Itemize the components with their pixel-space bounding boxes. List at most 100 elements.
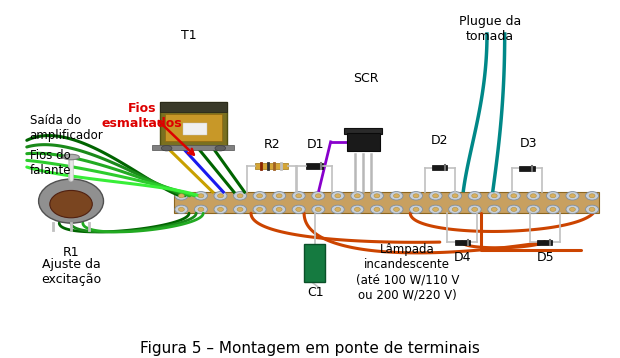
- Text: D1: D1: [307, 139, 325, 151]
- Text: Plugue da
tomada: Plugue da tomada: [459, 15, 521, 43]
- Ellipse shape: [472, 194, 477, 198]
- Ellipse shape: [195, 192, 208, 200]
- Bar: [454, 240, 470, 245]
- Ellipse shape: [374, 194, 380, 198]
- Ellipse shape: [253, 192, 266, 200]
- Ellipse shape: [355, 207, 360, 211]
- Ellipse shape: [355, 194, 360, 198]
- Ellipse shape: [214, 205, 227, 214]
- Ellipse shape: [312, 192, 325, 200]
- Ellipse shape: [50, 190, 92, 218]
- Ellipse shape: [276, 194, 282, 198]
- Bar: [304, 243, 326, 282]
- Ellipse shape: [316, 194, 321, 198]
- Ellipse shape: [452, 194, 458, 198]
- Ellipse shape: [491, 194, 497, 198]
- Ellipse shape: [433, 194, 438, 198]
- Ellipse shape: [370, 205, 383, 214]
- Ellipse shape: [273, 205, 286, 214]
- Bar: [255, 163, 288, 169]
- Ellipse shape: [63, 154, 79, 160]
- Ellipse shape: [429, 192, 442, 200]
- Ellipse shape: [374, 207, 380, 211]
- Ellipse shape: [179, 207, 184, 211]
- Ellipse shape: [413, 194, 419, 198]
- Ellipse shape: [433, 207, 438, 211]
- Bar: [347, 133, 379, 151]
- Ellipse shape: [429, 205, 442, 214]
- Ellipse shape: [198, 194, 204, 198]
- Ellipse shape: [390, 192, 403, 200]
- Bar: [306, 163, 323, 169]
- Ellipse shape: [589, 194, 595, 198]
- Ellipse shape: [394, 207, 399, 211]
- Ellipse shape: [410, 205, 422, 214]
- Ellipse shape: [488, 192, 501, 200]
- Ellipse shape: [218, 207, 223, 211]
- Ellipse shape: [331, 192, 344, 200]
- Ellipse shape: [237, 207, 243, 211]
- Text: C1: C1: [308, 286, 324, 299]
- Ellipse shape: [215, 145, 226, 151]
- Ellipse shape: [296, 194, 302, 198]
- Ellipse shape: [276, 207, 282, 211]
- Ellipse shape: [351, 205, 364, 214]
- Text: D3: D3: [520, 137, 537, 150]
- Ellipse shape: [527, 192, 540, 200]
- Text: SCR: SCR: [353, 72, 379, 84]
- Ellipse shape: [161, 145, 172, 151]
- Ellipse shape: [296, 207, 302, 211]
- Ellipse shape: [175, 192, 188, 200]
- Ellipse shape: [257, 194, 262, 198]
- Ellipse shape: [488, 205, 501, 214]
- Ellipse shape: [312, 205, 325, 214]
- Ellipse shape: [452, 207, 458, 211]
- Ellipse shape: [331, 205, 344, 214]
- Text: Lâmpada
incandescente
(até 100 W/110 V
ou 200 W/220 V): Lâmpada incandescente (até 100 W/110 V o…: [356, 243, 459, 301]
- Ellipse shape: [218, 194, 223, 198]
- Ellipse shape: [413, 207, 419, 211]
- Ellipse shape: [234, 192, 247, 200]
- Ellipse shape: [546, 192, 559, 200]
- Ellipse shape: [511, 207, 516, 211]
- Bar: [159, 102, 228, 112]
- Ellipse shape: [527, 205, 540, 214]
- Ellipse shape: [546, 205, 559, 214]
- Text: D4: D4: [453, 251, 471, 264]
- Ellipse shape: [449, 205, 462, 214]
- Text: D5: D5: [537, 251, 555, 264]
- Ellipse shape: [589, 207, 595, 211]
- Ellipse shape: [468, 205, 481, 214]
- Ellipse shape: [257, 207, 262, 211]
- Ellipse shape: [550, 207, 556, 211]
- Ellipse shape: [335, 207, 341, 211]
- Bar: [432, 165, 448, 170]
- Ellipse shape: [292, 192, 305, 200]
- Ellipse shape: [38, 179, 104, 223]
- Ellipse shape: [394, 194, 399, 198]
- Bar: [165, 114, 222, 141]
- Bar: [344, 127, 382, 134]
- Ellipse shape: [566, 192, 579, 200]
- Ellipse shape: [468, 192, 481, 200]
- Ellipse shape: [585, 205, 598, 214]
- Ellipse shape: [390, 205, 403, 214]
- Ellipse shape: [410, 192, 422, 200]
- Text: R1: R1: [63, 246, 79, 259]
- Ellipse shape: [195, 205, 208, 214]
- Ellipse shape: [585, 192, 598, 200]
- Ellipse shape: [550, 194, 556, 198]
- Ellipse shape: [566, 205, 579, 214]
- Ellipse shape: [175, 205, 188, 214]
- Text: Saída do
amplificador: Saída do amplificador: [30, 114, 104, 142]
- Ellipse shape: [253, 205, 266, 214]
- Ellipse shape: [472, 207, 477, 211]
- Text: Figura 5 – Montagem em ponte de terminais: Figura 5 – Montagem em ponte de terminai…: [140, 341, 480, 356]
- Ellipse shape: [530, 194, 536, 198]
- Ellipse shape: [316, 207, 321, 211]
- Text: Ajuste da
excitação: Ajuste da excitação: [41, 258, 101, 286]
- Ellipse shape: [370, 192, 383, 200]
- Bar: [159, 102, 228, 146]
- Ellipse shape: [511, 194, 516, 198]
- Bar: [184, 123, 207, 135]
